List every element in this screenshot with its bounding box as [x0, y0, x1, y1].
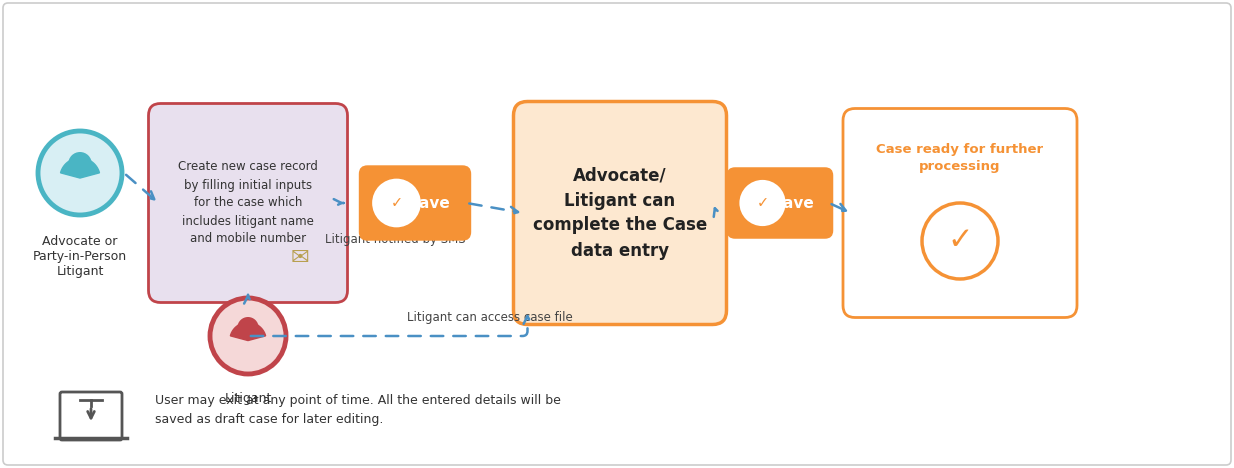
FancyBboxPatch shape	[359, 165, 471, 241]
Text: Litigant: Litigant	[225, 392, 271, 405]
Circle shape	[237, 317, 259, 338]
Polygon shape	[60, 158, 100, 178]
Text: User may exit at any point of time. All the entered details will be
saved as dra: User may exit at any point of time. All …	[155, 394, 561, 426]
Circle shape	[922, 203, 998, 279]
FancyBboxPatch shape	[148, 103, 348, 302]
FancyBboxPatch shape	[2, 3, 1232, 465]
Circle shape	[373, 179, 421, 227]
FancyBboxPatch shape	[513, 102, 727, 324]
Text: ✓: ✓	[390, 196, 402, 211]
Circle shape	[38, 131, 122, 215]
Text: Create new case record
by filling initial inputs
for the case which
includes lit: Create new case record by filling initia…	[178, 161, 318, 246]
Circle shape	[739, 180, 786, 226]
Text: Case ready for further
processing: Case ready for further processing	[876, 143, 1044, 173]
Text: Litigant can access case file: Litigant can access case file	[407, 311, 573, 324]
FancyBboxPatch shape	[60, 392, 122, 440]
FancyBboxPatch shape	[727, 167, 833, 239]
Circle shape	[210, 298, 286, 374]
Text: ✉: ✉	[291, 248, 310, 268]
Text: Litigant notified by SMS: Litigant notified by SMS	[325, 234, 465, 247]
Circle shape	[68, 152, 91, 176]
Text: ✓: ✓	[948, 227, 972, 256]
Polygon shape	[231, 322, 265, 341]
Text: Save: Save	[408, 196, 450, 211]
Text: Advocate/
Litigant can
complete the Case
data entry: Advocate/ Litigant can complete the Case…	[533, 167, 707, 259]
Text: Save: Save	[772, 196, 814, 211]
Text: ✓: ✓	[756, 196, 769, 211]
FancyBboxPatch shape	[843, 109, 1077, 317]
Text: Advocate or
Party-in-Person
Litigant: Advocate or Party-in-Person Litigant	[33, 235, 127, 278]
